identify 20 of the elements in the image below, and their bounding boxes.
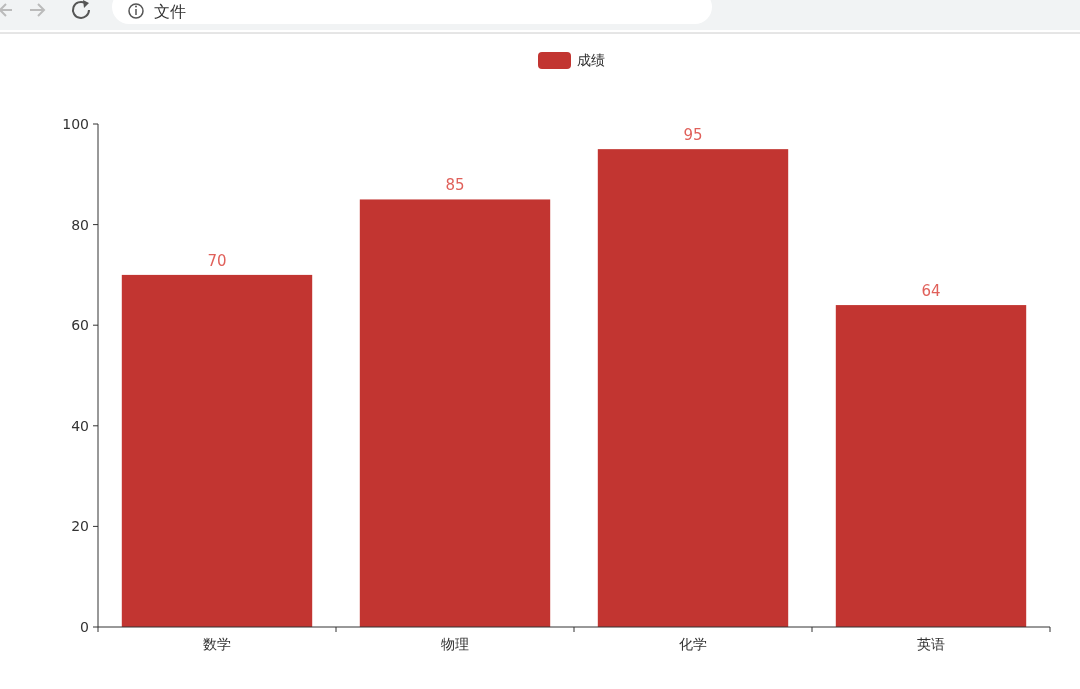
text: 文件	[154, 2, 186, 21]
x-tick-label: 物理	[441, 636, 469, 652]
bar	[835, 305, 1027, 627]
data-label: 95	[683, 126, 703, 145]
data-label: 64	[921, 282, 941, 301]
y-tick-label: 80	[71, 216, 89, 233]
y-tick-label: 0	[80, 618, 89, 635]
legend-label: 成绩	[577, 51, 605, 68]
x-tick-label: 英语	[917, 636, 945, 652]
data-label: 70	[207, 251, 227, 270]
bar	[359, 199, 551, 627]
bar	[121, 274, 313, 627]
y-tick-label: 60	[71, 317, 89, 334]
data-label: 85	[445, 176, 465, 195]
x-tick-label: 化学	[679, 636, 707, 652]
x-tick-label: 数学	[203, 636, 231, 652]
y-tick-label: 100	[62, 115, 89, 132]
bar	[597, 149, 789, 627]
y-tick-label: 20	[71, 518, 89, 535]
y-tick-label: 40	[71, 417, 89, 434]
